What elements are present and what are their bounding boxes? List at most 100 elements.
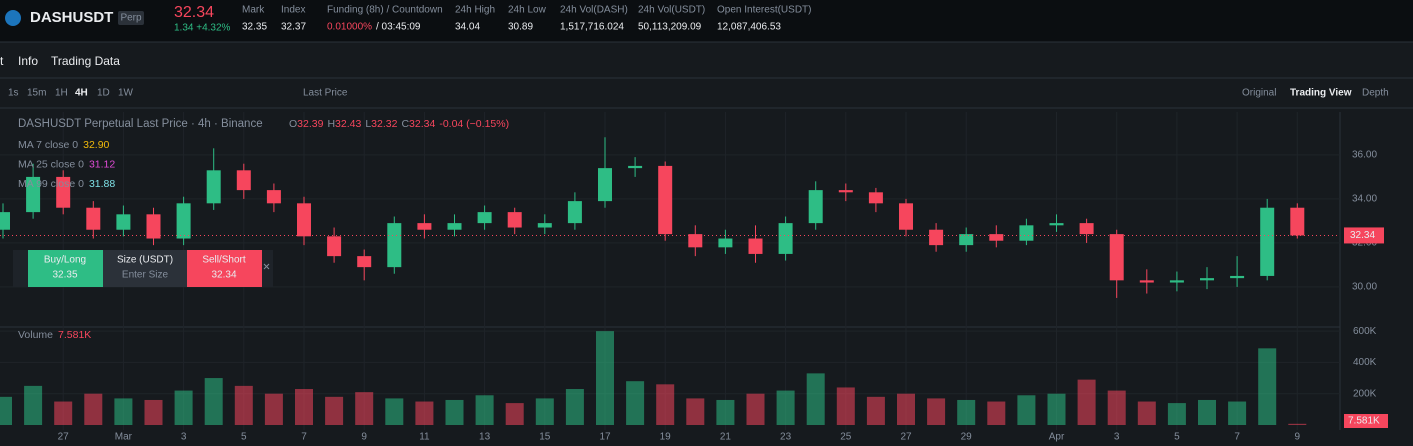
view-tab[interactable]: Depth (1362, 88, 1389, 99)
sell-label: Sell/Short (202, 255, 246, 266)
ohlc: O32.39 H32.43 L32.32 C32.34 -0.04 (−0.15%) (289, 118, 509, 130)
candle-body (357, 256, 372, 268)
volume-bar (866, 396, 885, 425)
candle-body (598, 168, 612, 202)
volume-tick-label: 200K (1353, 388, 1377, 399)
x-tick-label: 23 (780, 432, 792, 443)
volume-tick-label: 400K (1353, 357, 1377, 368)
candle-body (1169, 280, 1184, 283)
interval[interactable]: 4H (75, 88, 88, 99)
candle-body (1139, 280, 1154, 283)
ohlc-value: 32.32 (371, 118, 397, 130)
stat-value: 30.89 (508, 22, 533, 33)
volume-bar (1137, 401, 1156, 425)
volume-bar (626, 381, 645, 425)
last-price-badge (1344, 227, 1384, 244)
candle-body (0, 212, 10, 230)
volume-bar (1258, 348, 1277, 425)
volume-badge-label: 7.581K (1348, 416, 1380, 427)
candle-body (748, 238, 763, 254)
volume-bar (114, 398, 133, 425)
x-tick-label: 17 (599, 432, 611, 443)
y-tick-label: 30.00 (1352, 282, 1377, 293)
candle-body (567, 201, 582, 224)
sell-price: 32.34 (211, 270, 236, 281)
size-placeholder: Enter Size (122, 270, 169, 281)
candle-body (477, 212, 492, 224)
volume-bar (385, 398, 404, 425)
candle-body (929, 229, 944, 246)
header-bar (0, 0, 1413, 42)
stat-label: Index (281, 5, 305, 16)
volume-value: 7.581K (58, 329, 91, 341)
last-price: 32.34 (174, 4, 214, 21)
tab[interactable]: Trading Data (51, 54, 120, 68)
x-tick-label: 29 (961, 432, 973, 443)
x-tick-label: 3 (1114, 432, 1120, 443)
stat-label: 24h High (455, 5, 495, 16)
volume-tick-label: 600K (1353, 326, 1377, 337)
interval[interactable]: 15m (27, 88, 46, 99)
candle-body (1200, 278, 1214, 281)
size-input[interactable] (103, 250, 187, 287)
volume-bar (264, 393, 283, 425)
candle-body (808, 190, 823, 224)
sell-button[interactable] (187, 250, 262, 287)
last-price-label: 32.34 (1350, 230, 1375, 241)
volume-bar (475, 395, 494, 425)
view-tab[interactable]: Original (1242, 88, 1276, 99)
tab[interactable]: Info (18, 54, 38, 68)
candle-body (688, 234, 703, 248)
x-tick-label: 21 (720, 432, 732, 443)
stat-value: 32.37 (281, 22, 306, 33)
stat-value: 12,087,406.53 (717, 22, 781, 33)
candle-body (206, 170, 221, 204)
interval[interactable]: 1W (118, 88, 134, 99)
stat-label: Open Interest(USDT) (717, 5, 811, 16)
volume-bar (355, 392, 374, 425)
volume-bar (1167, 403, 1186, 425)
interval[interactable]: 1D (97, 88, 110, 99)
interval[interactable]: 1H (55, 88, 68, 99)
stat-label: 24h Vol(USDT) (638, 5, 705, 16)
candle-body (1230, 275, 1245, 279)
view-tab[interactable]: Trading View (1290, 88, 1352, 99)
candle-body (387, 223, 402, 268)
x-tick-label: 15 (539, 432, 551, 443)
size-label: Size (USDT) (117, 255, 173, 266)
ma-legend: MA 25 close 0 31.12 (18, 158, 115, 170)
x-tick-label: 7 (1234, 432, 1240, 443)
candle-body (116, 214, 131, 230)
buy-button[interactable] (28, 250, 103, 287)
stat-value: 1,517,716.024 (560, 22, 624, 33)
volume-bar (24, 385, 43, 425)
volume-bar (1107, 390, 1126, 425)
volume-bar (836, 387, 855, 425)
close-icon[interactable] (263, 263, 270, 270)
volume-bar (686, 398, 705, 425)
price-type[interactable]: Last Price (303, 88, 348, 99)
volume-bar (295, 389, 313, 425)
tab[interactable]: t (0, 54, 4, 68)
countdown: / 03:45:09 (376, 22, 421, 33)
ma-legend: MA 7 close 0 32.90 (18, 139, 110, 151)
ohlc-value: 32.34 (409, 118, 435, 130)
candle-body (26, 176, 41, 213)
volume-bar (415, 401, 434, 425)
x-tick-label: Apr (1049, 432, 1065, 443)
candle-body (838, 190, 853, 193)
stat-value: 34.04 (455, 22, 480, 33)
volume-bar (806, 373, 825, 425)
perp-badge[interactable]: Perp (120, 13, 142, 24)
candle-body (327, 236, 342, 257)
volume-bar (776, 390, 795, 425)
volume-badge (1344, 414, 1388, 428)
candle-body (1109, 234, 1124, 281)
legend-title: DASHUSDT Perpetual Last Price · 4h · Bin… (18, 118, 263, 130)
volume-bar (987, 401, 1006, 425)
interval[interactable]: 1s (8, 88, 19, 99)
candle-body (146, 214, 161, 239)
volume-bar (445, 399, 464, 425)
